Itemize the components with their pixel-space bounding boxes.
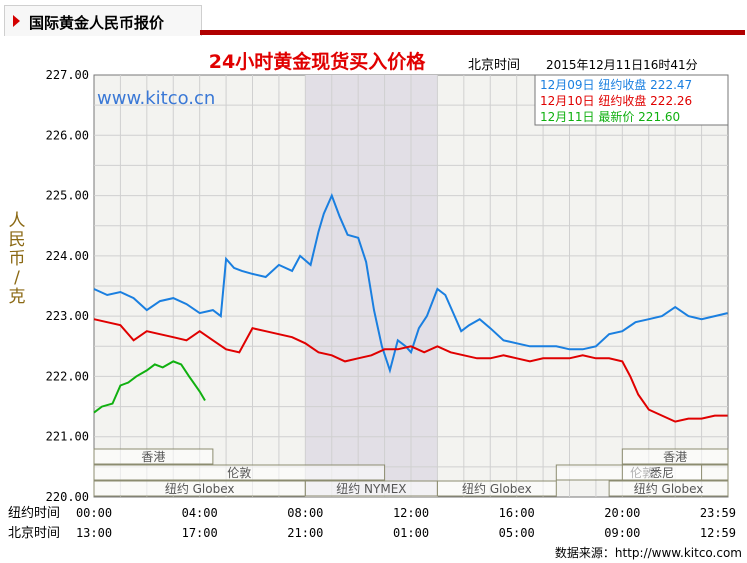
session-label: 纽约 Globex xyxy=(462,481,532,496)
session-box xyxy=(436,480,557,497)
session-box xyxy=(621,448,729,465)
x-tick-label-bj: 01:00 xyxy=(393,526,429,540)
series-line-1 xyxy=(93,192,728,374)
legend-box: 12月09日 纽约收盘 222.47 12月10日 纽约收盘 222.26 12… xyxy=(534,74,729,126)
ny-time-row-label: 纽约时间 xyxy=(8,506,60,521)
series-line-3 xyxy=(93,360,206,414)
y-tick-label: 223.00 xyxy=(46,309,89,323)
x-tick-label-ny: 12:00 xyxy=(393,506,429,520)
session-box xyxy=(608,480,729,497)
y-tick-label: 227.00 xyxy=(46,68,89,82)
y-tick-label: 225.00 xyxy=(46,189,89,203)
session-label: 纽约 NYMEX xyxy=(336,481,406,496)
y-axis-label-char: 民 xyxy=(9,230,26,250)
bj-time-row-label: 北京时间 xyxy=(8,526,60,541)
watermark: www.kitco.cn xyxy=(97,88,215,109)
y-tick-label: 226.00 xyxy=(46,128,89,142)
session-label: 伦敦 xyxy=(227,465,251,480)
x-tick-label-ny: 04:00 xyxy=(182,506,218,520)
session-label: 香港 xyxy=(663,450,687,464)
x-tick-label-bj: 17:00 xyxy=(182,526,218,540)
legend-entry-1: 12月09日 纽约收盘 222.47 xyxy=(540,77,692,92)
x-tick-label-ny: 23:59 xyxy=(700,506,736,520)
header-rule xyxy=(200,30,745,35)
x-tick-label-bj: 21:00 xyxy=(287,526,323,540)
chart-title: 24小时黄金现货买入价格 xyxy=(209,50,426,73)
x-tick-label-bj: 13:00 xyxy=(76,526,112,540)
y-axis-label-char: / xyxy=(14,268,20,288)
session-box xyxy=(621,464,703,481)
panel-tab: 国际黄金人民币报价 xyxy=(4,5,202,36)
timestamp-label: 北京时间 xyxy=(468,58,520,73)
x-tick-label-bj: 05:00 xyxy=(499,526,535,540)
session-box xyxy=(93,448,214,465)
y-axis-label-char: 人 xyxy=(9,211,26,231)
panel-title: 国际黄金人民币报价 xyxy=(29,14,165,32)
timestamp-value: 2015年12月11日16时41分 xyxy=(546,58,698,72)
session-label: 悉尼 xyxy=(650,466,674,480)
x-tick-label-ny: 00:00 xyxy=(76,506,112,520)
session-label: 纽约 Globex xyxy=(165,481,235,496)
session-box xyxy=(93,464,386,481)
x-tick-label-ny: 20:00 xyxy=(604,506,640,520)
legend-entry-2: 12月10日 纽约收盘 222.26 xyxy=(540,93,692,108)
y-axis-label-char: 币 xyxy=(9,249,26,269)
y-axis-label-char: 克 xyxy=(9,287,26,307)
source-text: 数据来源：http://www.kitco.com xyxy=(555,545,742,560)
y-tick-label: 224.00 xyxy=(46,249,89,263)
legend-frame xyxy=(534,74,729,126)
session-label: 香港 xyxy=(141,450,165,464)
x-tick-label-ny: 08:00 xyxy=(287,506,323,520)
red-arrow-icon xyxy=(13,15,20,27)
x-tick-label-bj: 09:00 xyxy=(604,526,640,540)
series-line-2 xyxy=(93,318,728,423)
x-tick-label-bj: 12:59 xyxy=(700,526,736,540)
y-tick-label: 221.00 xyxy=(46,430,89,444)
legend-entry-3: 12月11日 最新价 221.60 xyxy=(540,109,680,124)
session-label: 纽约 Globex xyxy=(634,481,704,496)
y-tick-label: 222.00 xyxy=(46,369,89,383)
x-tick-label-ny: 16:00 xyxy=(499,506,535,520)
y-tick-label: 220.00 xyxy=(46,490,89,504)
